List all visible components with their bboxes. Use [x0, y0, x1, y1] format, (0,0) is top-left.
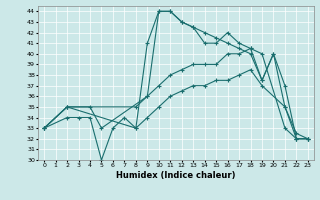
X-axis label: Humidex (Indice chaleur): Humidex (Indice chaleur)	[116, 171, 236, 180]
